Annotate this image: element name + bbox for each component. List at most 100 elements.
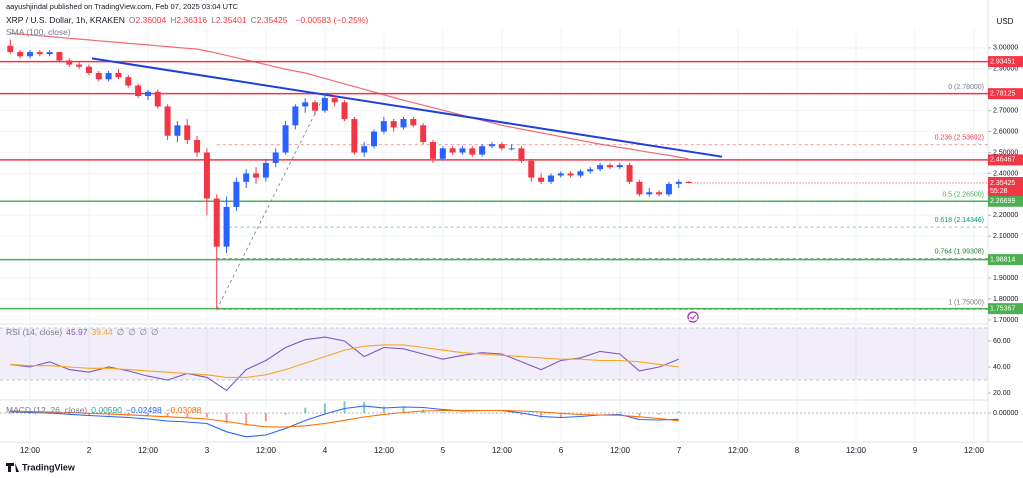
macd-line (10, 405, 679, 438)
candle-body (351, 119, 358, 153)
level-label: 2.46467 (990, 157, 1015, 164)
candle-body (253, 173, 260, 178)
candle-body (282, 125, 289, 153)
legend-value: ∅ (116, 327, 125, 337)
level-badge (988, 303, 1023, 315)
candle-body (321, 98, 328, 111)
x-tick-label: 7 (677, 446, 682, 455)
legend-value: ∅ (128, 327, 136, 337)
y-tick-label: 60.00 (993, 338, 1011, 345)
y-tick-label: 2.40000 (993, 170, 1018, 177)
candle-body (606, 165, 613, 168)
level-badge (988, 154, 1023, 166)
y-tick-label: 40.00 (993, 364, 1011, 371)
candle-body (420, 125, 427, 143)
candle-body (292, 106, 299, 126)
candle-body (518, 148, 525, 161)
y-tick-label: 2.10000 (993, 233, 1018, 240)
x-tick-label: 12:00 (728, 446, 749, 455)
candle-body (567, 173, 574, 176)
candle-body (95, 72, 102, 80)
legend-value: 45.97 (66, 327, 88, 337)
candle-body (223, 206, 230, 247)
candle-body (7, 45, 14, 53)
macd-histogram-bar (441, 412, 444, 413)
y-tick-label: 2.70000 (993, 107, 1018, 114)
x-tick-label: 9 (913, 446, 918, 455)
event-icon[interactable] (687, 311, 699, 323)
level-label: 2.93451 (990, 58, 1015, 65)
candle-body (302, 102, 309, 107)
level-label: 1.75367 (990, 306, 1015, 313)
y-tick-label: 1.80000 (993, 296, 1018, 303)
legend-value: −0.02498 (125, 405, 162, 415)
ohlc-label: O (128, 15, 136, 25)
macd-histogram-bar (520, 413, 523, 415)
candle-body (213, 198, 220, 247)
macd-histogram-bar (304, 407, 307, 413)
candle-body (498, 144, 505, 149)
candle-body (626, 165, 633, 182)
macd-histogram-bar (146, 413, 149, 417)
x-tick-label: 6 (559, 446, 564, 455)
macd-histogram-bar (343, 401, 346, 413)
fib-label: 0.236 (2.53692) (935, 135, 984, 142)
countdown-label: 55:28 (990, 188, 1008, 195)
macd-histogram-bar (402, 407, 405, 413)
candle-body (685, 181, 692, 184)
y-tick-label: 0.00000 (993, 410, 1018, 417)
rsi-values: 45.97 39.44 ∅ ∅ ∅ ∅ (66, 327, 162, 337)
candle-body (488, 144, 495, 147)
candle-body (341, 102, 348, 120)
legend-value: ∅ (139, 327, 147, 337)
candle-body (46, 52, 53, 55)
ohlc-values: O2.36004 H2.36316 L2.35401 C2.35425 (129, 15, 292, 25)
candle-body (371, 131, 378, 147)
candle-body (66, 60, 73, 65)
candle-body (105, 72, 112, 80)
trendline (91, 57, 723, 158)
candle-body (361, 146, 368, 153)
x-tick-label: 12:00 (492, 446, 513, 455)
candle-body (233, 181, 240, 207)
candle-body (528, 160, 535, 178)
candle-body (459, 148, 466, 153)
fib-label: 0.5 (2.26500) (942, 192, 984, 199)
legend-value: ∅ (151, 327, 159, 337)
ohlc-value: 2.35425 (256, 15, 288, 25)
level-label: 2.26699 (990, 198, 1015, 205)
candle-body (429, 142, 436, 159)
legend-value: −0.03088 (165, 405, 202, 415)
macd-histogram-bar (363, 402, 366, 413)
macd-histogram-bar (559, 413, 562, 418)
candle-body (469, 148, 476, 155)
macd-legend: MACD (12, 26, close) 0.00590 −0.02498 −0.03… (6, 405, 209, 415)
legend-value: 0.00590 (91, 405, 122, 415)
candle-body (272, 152, 279, 163)
candle-body (76, 64, 83, 67)
candle-body (587, 169, 594, 172)
x-tick-label: 2 (87, 446, 92, 455)
rsi-title: RSI (14, close) (6, 327, 63, 337)
macd-histogram-bar (382, 406, 385, 413)
published-line: aayushjindal published on TradingView.co… (6, 2, 239, 11)
candle-body (26, 52, 33, 57)
candle-body (636, 181, 643, 195)
candle-body (243, 173, 250, 182)
fib-label: 0.764 (1.99308) (935, 248, 984, 255)
x-tick-label: 12:00 (374, 446, 395, 455)
ohlc-value: 2.36004 (135, 15, 167, 25)
last-price-label: 2.35425 (990, 180, 1015, 187)
macd-histogram-bar (284, 413, 287, 415)
level-label: 2.78125 (990, 90, 1015, 97)
macd-histogram-bar (205, 413, 208, 418)
candle-body (449, 148, 456, 153)
y-tick-label: 2.60000 (993, 128, 1018, 135)
macd-histogram-bar (540, 413, 543, 418)
candle-body (557, 173, 564, 176)
level-badge (988, 195, 1023, 207)
sma-legend: SMA (100, close) (6, 27, 75, 37)
